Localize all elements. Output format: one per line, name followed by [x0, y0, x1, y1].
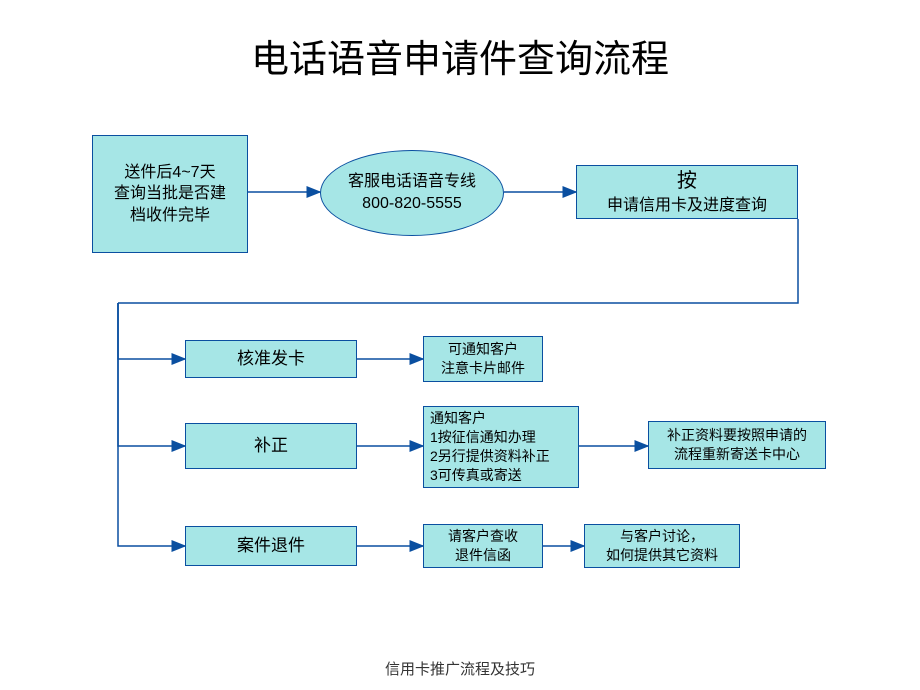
- node-line: 档收件完毕: [130, 205, 210, 227]
- flow-node-n8: 补正资料要按照申请的流程重新寄送卡中心: [648, 421, 826, 469]
- flow-node-n1: 送件后4~7天查询当批是否建档收件完毕: [92, 135, 248, 253]
- edge-split-n9: [118, 303, 185, 546]
- node-line: 案件退件: [237, 535, 305, 558]
- node-line: 流程重新寄送卡中心: [674, 445, 800, 464]
- flow-node-n10: 请客户查收退件信函: [423, 524, 543, 568]
- flow-node-n6: 补正: [185, 423, 357, 469]
- page-title: 电话语音申请件查询流程: [0, 28, 920, 83]
- edge-split-n6: [118, 303, 185, 446]
- node-line: 3可传真或寄送: [430, 466, 522, 485]
- flow-node-n5: 可通知客户注意卡片邮件: [423, 336, 543, 382]
- flow-node-n11: 与客户讨论，如何提供其它资料: [584, 524, 740, 568]
- node-line: 补正资料要按照申请的: [667, 426, 807, 445]
- node-line: 申请信用卡及进度查询: [607, 195, 767, 217]
- node-line: 2另行提供资料补正: [430, 447, 550, 466]
- node-line: 与客户讨论，: [620, 527, 704, 546]
- flow-node-n4: 核准发卡: [185, 340, 357, 378]
- node-line: 补正: [254, 435, 288, 458]
- node-line: 注意卡片邮件: [441, 359, 525, 378]
- flow-node-n9: 案件退件: [185, 526, 357, 566]
- node-line: 如何提供其它资料: [606, 546, 718, 565]
- footer-text: 信用卡推广流程及技巧: [0, 658, 920, 679]
- node-line: 请客户查收: [448, 527, 518, 546]
- flow-node-n2: 客服电话语音专线800-820-5555: [320, 150, 504, 236]
- node-line: 通知客户: [430, 409, 486, 428]
- edge-split-n4: [118, 303, 185, 359]
- node-line: 客服电话语音专线: [348, 171, 476, 193]
- node-line: 送件后4~7天: [124, 162, 215, 184]
- node-line: 核准发卡: [237, 348, 305, 371]
- node-line: 1按征信通知办理: [430, 428, 536, 447]
- node-line: 可通知客户: [448, 340, 518, 359]
- node-line: 按: [677, 168, 697, 195]
- node-line: 800-820-5555: [362, 193, 462, 215]
- flow-node-n3: 按申请信用卡及进度查询: [576, 165, 798, 219]
- flow-node-n7: 通知客户1按征信通知办理2另行提供资料补正3可传真或寄送: [423, 406, 579, 488]
- node-line: 退件信函: [455, 546, 511, 565]
- node-line: 查询当批是否建: [114, 183, 226, 205]
